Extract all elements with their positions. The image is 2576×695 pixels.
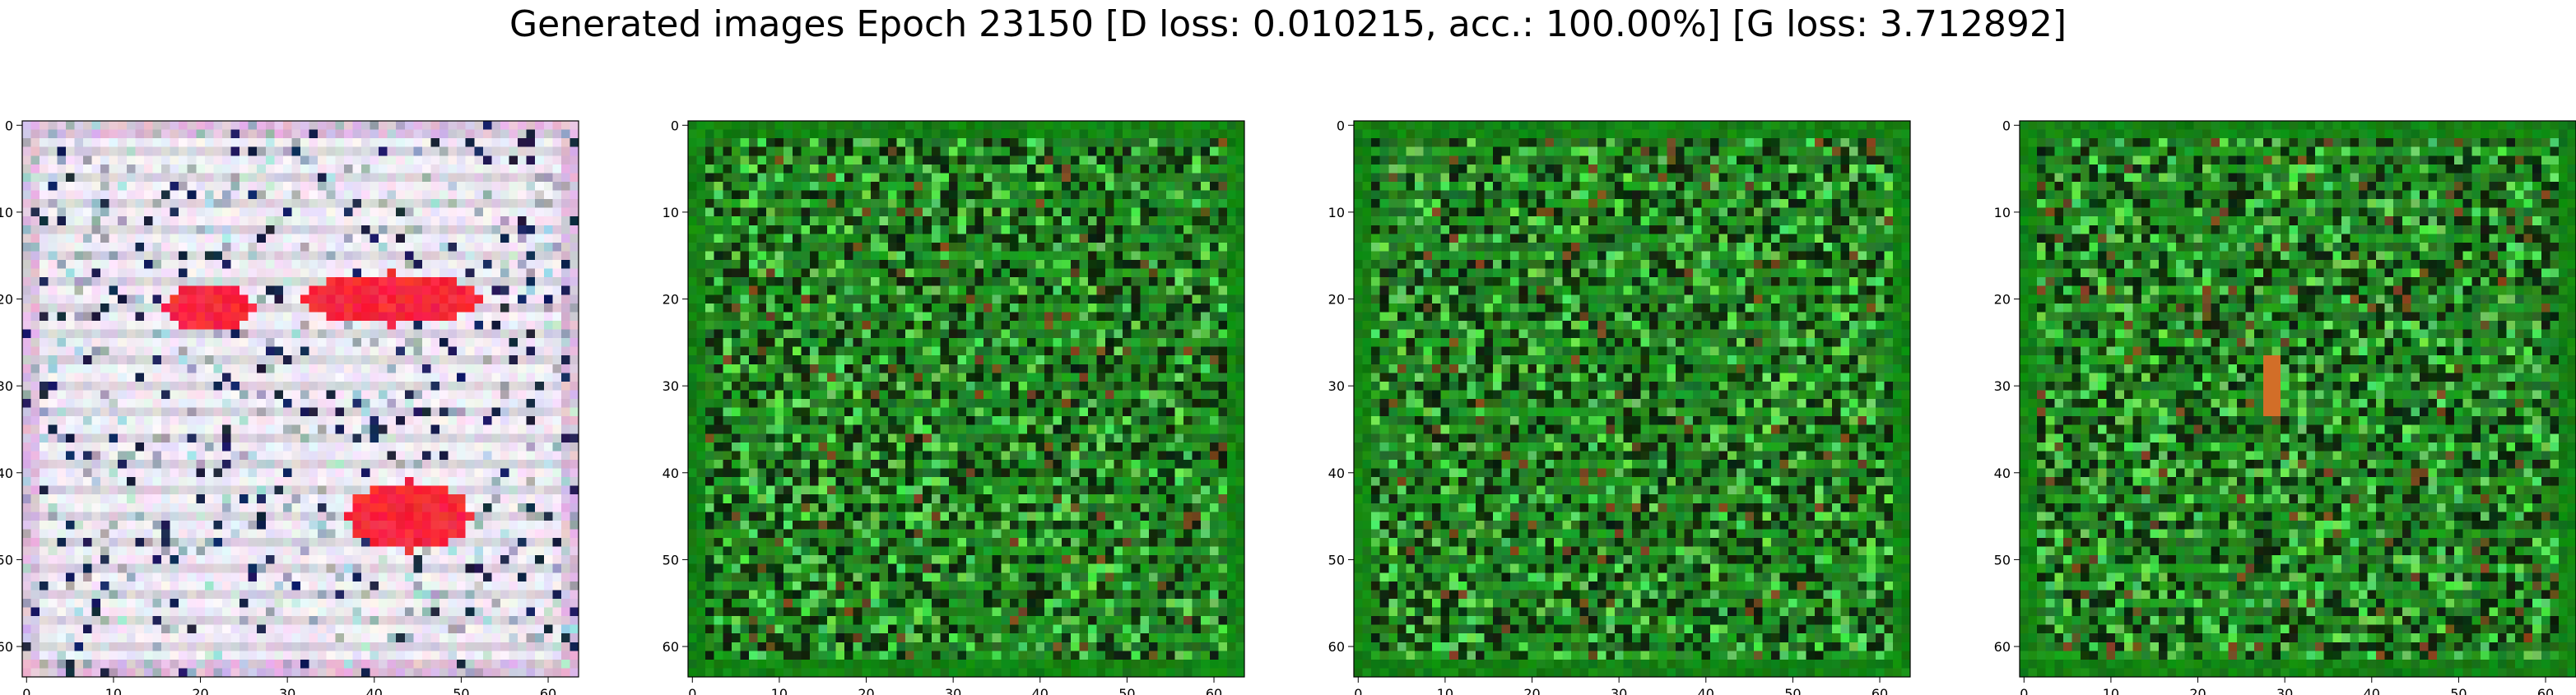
x-tick-label: 0 xyxy=(1354,686,1362,695)
x-tick-label: 10 xyxy=(1437,686,1453,695)
x-tick-label: 30 xyxy=(2276,686,2293,695)
x-tick-label: 40 xyxy=(2364,686,2380,695)
x-tick-label: 60 xyxy=(540,686,556,695)
y-tick-label: 20 xyxy=(0,292,13,308)
axes-frame xyxy=(687,120,1245,678)
x-tick-label: 20 xyxy=(192,686,208,695)
y-tick-label: 0 xyxy=(671,118,679,133)
x-tick-label: 30 xyxy=(1611,686,1627,695)
axes-frame xyxy=(1353,120,1911,678)
y-tick-label: 50 xyxy=(0,552,13,568)
figure-title: Generated images Epoch 23150 [D loss: 0.… xyxy=(509,3,2067,45)
y-tick-label: 50 xyxy=(1994,552,2011,568)
y-tick-label: 30 xyxy=(663,378,679,394)
generated-image xyxy=(2020,121,2576,678)
y-tick-label: 40 xyxy=(1328,466,1345,481)
y-tick-label: 10 xyxy=(663,205,679,220)
y-tick-label: 10 xyxy=(1994,205,2011,220)
x-tick-label: 60 xyxy=(1206,686,1222,695)
y-tick-label: 30 xyxy=(0,378,13,394)
y-tick-label: 60 xyxy=(1328,639,1345,655)
y-tick-label: 0 xyxy=(1337,118,1345,133)
x-tick-label: 50 xyxy=(1784,686,1801,695)
y-tick-label: 60 xyxy=(663,639,679,655)
x-tick-label: 0 xyxy=(688,686,696,695)
x-tick-label: 10 xyxy=(771,686,788,695)
x-tick-label: 0 xyxy=(2020,686,2028,695)
x-tick-label: 10 xyxy=(105,686,122,695)
x-tick-label: 50 xyxy=(2450,686,2467,695)
x-tick-label: 40 xyxy=(1698,686,1714,695)
y-tick-label: 30 xyxy=(1994,378,2011,394)
axes-frame xyxy=(2019,120,2576,678)
x-tick-label: 30 xyxy=(279,686,295,695)
x-tick-label: 50 xyxy=(453,686,469,695)
x-tick-label: 20 xyxy=(1523,686,1540,695)
y-tick-label: 0 xyxy=(5,118,13,133)
y-tick-label: 10 xyxy=(1328,205,1345,220)
y-tick-label: 40 xyxy=(663,466,679,481)
y-tick-label: 0 xyxy=(2002,118,2011,133)
y-tick-label: 20 xyxy=(1328,292,1345,308)
x-tick-label: 10 xyxy=(2103,686,2119,695)
generated-image-panel: 0 10 20 30 40 50 60 0 10 20 30 40 50 60 xyxy=(0,118,579,695)
y-tick-label: 40 xyxy=(0,466,13,481)
x-tick-label: 60 xyxy=(2537,686,2554,695)
y-tick-label: 20 xyxy=(663,292,679,308)
x-tick-label: 60 xyxy=(1872,686,1888,695)
y-tick-label: 60 xyxy=(1994,639,2011,655)
generated-image-panel: 0 10 20 30 40 50 60 0 10 20 30 40 50 60 xyxy=(1328,118,1911,695)
y-tick-label: 30 xyxy=(1328,378,1345,394)
generated-image xyxy=(22,121,579,678)
y-tick-label: 50 xyxy=(663,552,679,568)
generated-image xyxy=(688,121,1245,678)
y-tick-label: 10 xyxy=(0,205,13,220)
x-tick-label: 40 xyxy=(1032,686,1049,695)
generated-image xyxy=(1354,121,1911,678)
x-tick-label: 0 xyxy=(22,686,30,695)
x-tick-label: 30 xyxy=(945,686,961,695)
generated-image-panel: 0 10 20 30 40 50 60 0 10 20 30 40 50 60 xyxy=(1994,118,2576,695)
x-tick-label: 20 xyxy=(2189,686,2206,695)
y-tick-label: 60 xyxy=(0,639,13,655)
x-tick-label: 40 xyxy=(366,686,383,695)
x-tick-label: 20 xyxy=(858,686,874,695)
axes-frame xyxy=(21,120,579,678)
y-tick-label: 20 xyxy=(1994,292,2011,308)
y-tick-label: 50 xyxy=(1328,552,1345,568)
y-tick-label: 40 xyxy=(1994,466,2011,481)
generated-image-panel: 0 10 20 30 40 50 60 0 10 20 30 40 50 60 xyxy=(663,118,1245,695)
x-tick-label: 50 xyxy=(1118,686,1135,695)
